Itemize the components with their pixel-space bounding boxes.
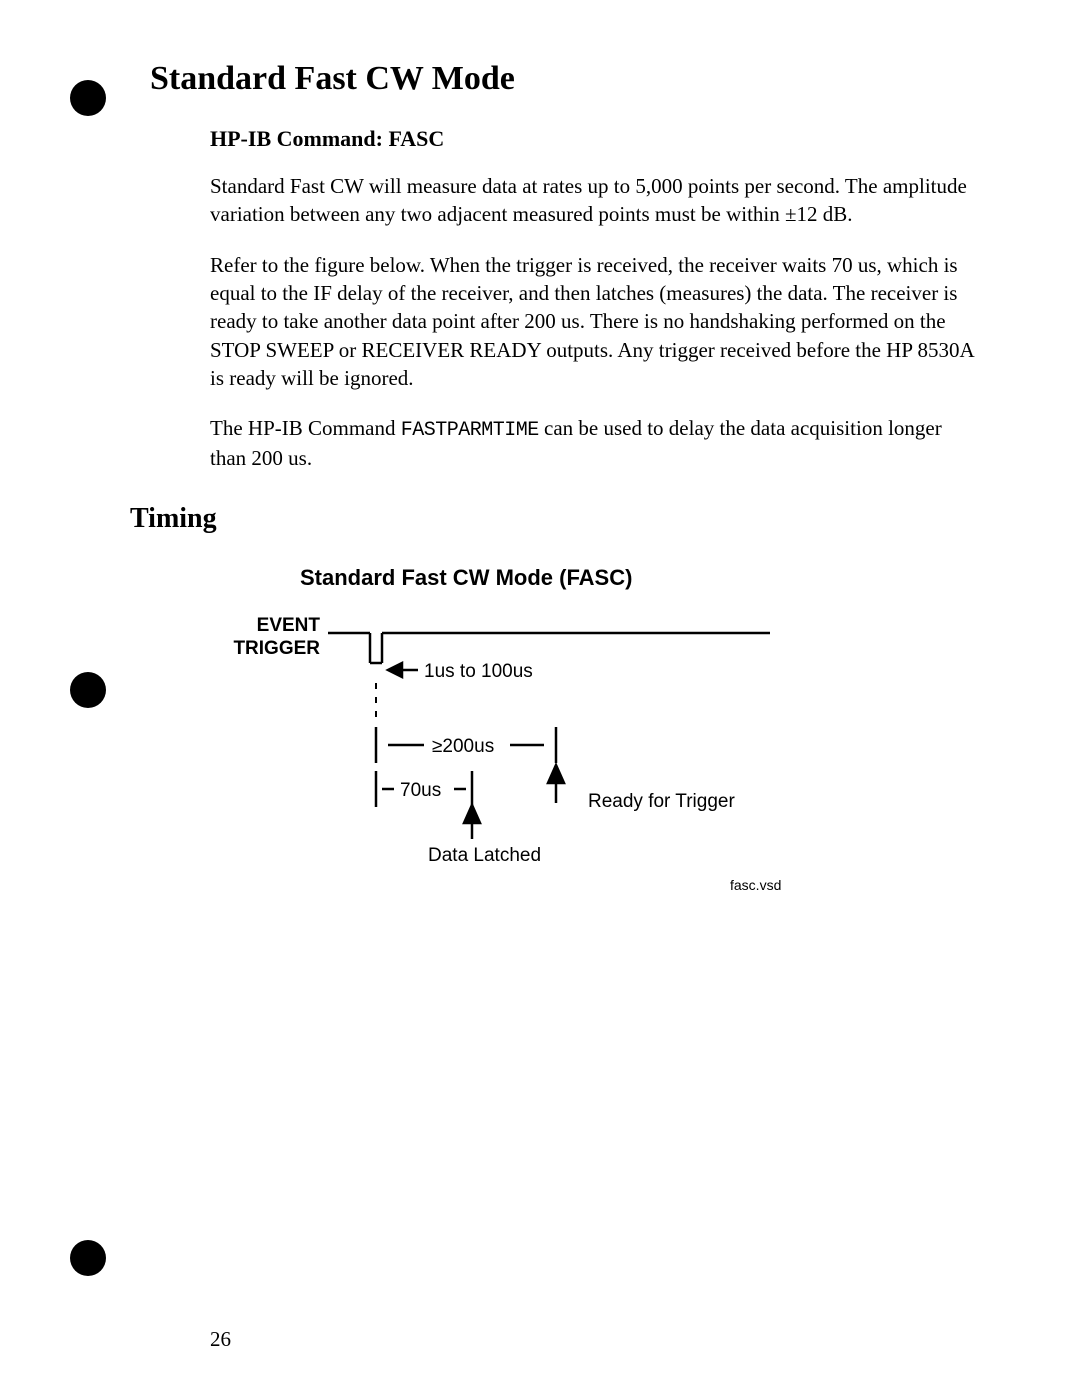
ready-text: Ready for Trigger bbox=[588, 791, 735, 812]
pulse-width-text: 1us to 100us bbox=[424, 661, 533, 682]
diagram-title: Standard Fast CW Mode (FASC) bbox=[300, 565, 980, 591]
page-title: Standard Fast CW Mode bbox=[150, 60, 980, 98]
para3-command: FASTPARMTIME bbox=[401, 419, 539, 442]
page-number: 26 bbox=[210, 1327, 231, 1352]
timing-heading: Timing bbox=[130, 503, 980, 535]
ifdelay-text: 70us bbox=[400, 780, 441, 801]
latched-text: Data Latched bbox=[428, 845, 541, 866]
binder-hole-bottom bbox=[70, 1240, 106, 1276]
diagram-file-label: fasc.vsd bbox=[730, 877, 781, 893]
command-subhead: HP-IB Command: FASC bbox=[210, 126, 980, 152]
event-label-line1: EVENT bbox=[257, 615, 320, 636]
interval-text: ≥200us bbox=[432, 736, 494, 757]
body-block: HP-IB Command: FASC Standard Fast CW wil… bbox=[210, 126, 980, 473]
timing-diagram: EVENT TRIGGER bbox=[210, 615, 910, 895]
page-content: Standard Fast CW Mode HP-IB Command: FAS… bbox=[0, 0, 1080, 935]
event-label-line2: TRIGGER bbox=[233, 638, 320, 659]
diagram-section: Standard Fast CW Mode (FASC) EVENT TRIGG… bbox=[210, 565, 980, 895]
paragraph-2: Refer to the figure below. When the trig… bbox=[210, 251, 980, 393]
paragraph-1: Standard Fast CW will measure data at ra… bbox=[210, 172, 980, 229]
para3-pre: The HP-IB Command bbox=[210, 416, 401, 440]
paragraph-3: The HP-IB Command FASTPARMTIME can be us… bbox=[210, 414, 980, 472]
event-trigger-label: EVENT TRIGGER bbox=[210, 615, 320, 661]
